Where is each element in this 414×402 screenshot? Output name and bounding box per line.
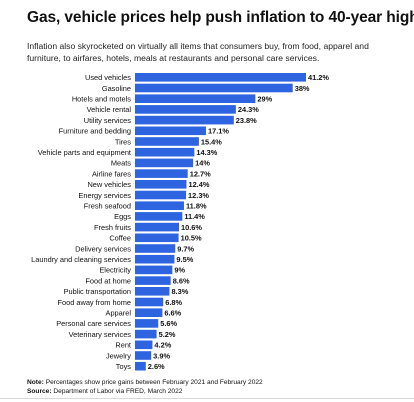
value-label: 8.6% <box>173 276 190 285</box>
category-label: New vehicles <box>87 180 131 189</box>
value-label: 41.2% <box>308 73 329 82</box>
category-label: Electricity <box>99 266 131 275</box>
value-label: 38% <box>295 84 310 93</box>
value-label: 9.7% <box>177 244 194 253</box>
value-label: 10.6% <box>181 223 202 232</box>
value-label: 9.5% <box>176 255 193 264</box>
category-label: Fresh seafood <box>84 202 131 211</box>
value-label: 12.7% <box>190 169 211 178</box>
bar <box>135 361 146 371</box>
note-label: Note: <box>27 379 44 386</box>
source-text: Department of Labor via FRED, March 2022 <box>53 388 183 395</box>
bar <box>135 297 164 307</box>
bar <box>135 94 256 103</box>
category-label: Hotels and motels <box>72 95 131 104</box>
category-label: Meats <box>111 159 131 168</box>
value-label: 15.4% <box>201 137 222 146</box>
bar <box>135 244 176 253</box>
category-label: Fresh fruits <box>94 223 131 232</box>
category-label: Apparel <box>106 309 132 318</box>
value-label: 2.6% <box>148 362 165 371</box>
bar <box>135 158 194 168</box>
value-label: 12.3% <box>188 191 209 200</box>
value-label: 12.4% <box>188 180 209 189</box>
chart-subtitle: Inflation also skyrocketed on virtually … <box>27 41 369 63</box>
category-label: Gasoline <box>102 84 131 93</box>
category-label: Utility services <box>84 116 132 125</box>
category-label: Food at home <box>85 276 131 285</box>
value-label: 24.3% <box>238 105 259 114</box>
category-label: Toys <box>116 362 131 371</box>
bar <box>135 169 188 178</box>
value-label: 29% <box>257 95 272 104</box>
value-label: 14.3% <box>196 148 217 157</box>
bar <box>135 180 187 189</box>
bar <box>135 147 195 157</box>
bar <box>135 329 157 339</box>
value-label: 5.2% <box>159 330 176 339</box>
category-label: Coffee <box>109 234 131 243</box>
divider <box>0 398 414 399</box>
value-label: 8.3% <box>171 287 188 296</box>
bar <box>135 265 173 275</box>
value-label: 6.6% <box>164 309 181 318</box>
value-label: 5.6% <box>160 319 177 328</box>
bar <box>135 254 175 264</box>
bar <box>135 190 187 200</box>
value-label: 11.8% <box>186 202 207 211</box>
bar <box>135 115 234 125</box>
value-label: 17.1% <box>208 127 229 136</box>
category-label: Food away from home <box>57 298 131 307</box>
bar <box>135 83 293 93</box>
bar <box>135 287 170 296</box>
value-label: 14% <box>195 159 210 168</box>
bar <box>135 351 152 360</box>
bar <box>135 222 179 232</box>
category-label: Airline fares <box>92 169 131 178</box>
bar <box>135 319 159 328</box>
note-text: Percentages show price gains between Feb… <box>45 379 263 386</box>
value-label: 11.4% <box>184 212 205 221</box>
bar <box>135 105 236 114</box>
chart-title: Gas, vehicle prices help push inflation … <box>27 9 414 26</box>
category-label: Public transportation <box>64 287 131 296</box>
category-label: Vehicle parts and equipment <box>38 148 131 157</box>
bar <box>135 340 153 350</box>
bar <box>135 276 171 285</box>
category-label: Laundry and cleaning services <box>31 255 131 264</box>
category-label: Jewelry <box>106 351 131 360</box>
value-label: 4.2% <box>154 341 171 350</box>
category-label: Energy services <box>78 191 131 200</box>
category-label: Furniture and bedding <box>59 127 131 136</box>
bar <box>135 137 199 146</box>
value-label: 9% <box>174 266 185 275</box>
category-label: Eggs <box>114 212 131 221</box>
bar <box>135 233 179 243</box>
bar <box>135 308 163 317</box>
value-label: 3.9% <box>153 351 170 360</box>
category-label: Vehicle rental <box>87 105 132 114</box>
value-label: 23.8% <box>236 116 257 125</box>
value-label: 10.5% <box>181 234 202 243</box>
category-label: Delivery services <box>75 244 131 253</box>
value-label: 6.8% <box>165 298 182 307</box>
chart-note: Note: Percentages show price gains betwe… <box>27 378 397 387</box>
source-label: Source: <box>27 388 52 395</box>
bar <box>135 126 206 136</box>
category-label: Veterinary services <box>69 330 132 339</box>
bar <box>135 201 184 210</box>
category-label: Rent <box>115 341 131 350</box>
category-label: Used vehicles <box>85 73 131 82</box>
bar <box>135 212 183 221</box>
bar <box>135 73 306 82</box>
chart-source: Source: Department of Labor via FRED, Ma… <box>27 387 397 396</box>
category-label: Personal care services <box>56 319 131 328</box>
category-label: Tires <box>115 137 131 146</box>
